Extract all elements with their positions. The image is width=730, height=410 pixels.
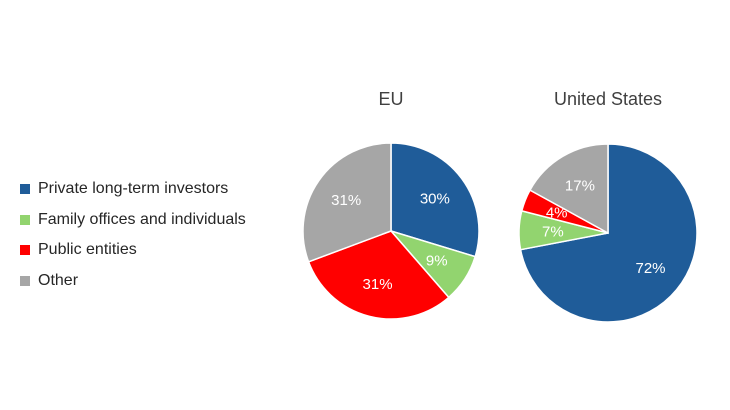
pie-slice-other bbox=[302, 142, 392, 263]
pie-slice-private-long-term-investors bbox=[519, 143, 698, 323]
pie-slice-private-long-term-investors bbox=[390, 142, 480, 258]
legend-swatch bbox=[20, 275, 30, 286]
data-label-other: 31% bbox=[331, 192, 361, 209]
legend-swatch bbox=[20, 214, 30, 225]
data-label-family-offices-and-individuals: 9% bbox=[426, 253, 448, 270]
data-label-private-long-term-investors: 30% bbox=[420, 191, 450, 208]
pie-eu: 30% 9% 31% 31% bbox=[302, 142, 480, 320]
pie-title-united-states: United States bbox=[554, 89, 662, 109]
legend: Private long-term investors Family offic… bbox=[20, 174, 246, 296]
legend-swatch bbox=[20, 184, 30, 195]
legend-swatch bbox=[20, 245, 30, 256]
legend-label: Public entities bbox=[38, 241, 137, 259]
data-label-public-entities: 31% bbox=[363, 276, 393, 293]
data-label-private-long-term-investors: 72% bbox=[636, 260, 666, 277]
data-label-family-offices-and-individuals: 7% bbox=[542, 223, 564, 240]
legend-item-other: Other bbox=[20, 266, 246, 297]
pie-slice-public-entities bbox=[307, 230, 450, 320]
data-label-public-entities: 4% bbox=[546, 205, 568, 222]
legend-item-public-entities: Public entities bbox=[20, 235, 246, 266]
data-label-other: 17% bbox=[565, 178, 595, 195]
pie-slice-other bbox=[528, 143, 609, 235]
pie-title-eu: EU bbox=[378, 89, 403, 109]
legend-label: Other bbox=[38, 271, 79, 289]
legend-label: Private long-term investors bbox=[38, 180, 229, 198]
legend-item-family-offices: Family offices and individuals bbox=[20, 205, 246, 236]
legend-item-private-long-term-investors: Private long-term investors bbox=[20, 174, 246, 205]
pie-united-states: 72% 7%4% 17% bbox=[518, 143, 698, 323]
legend-label: Family offices and individuals bbox=[38, 210, 246, 228]
